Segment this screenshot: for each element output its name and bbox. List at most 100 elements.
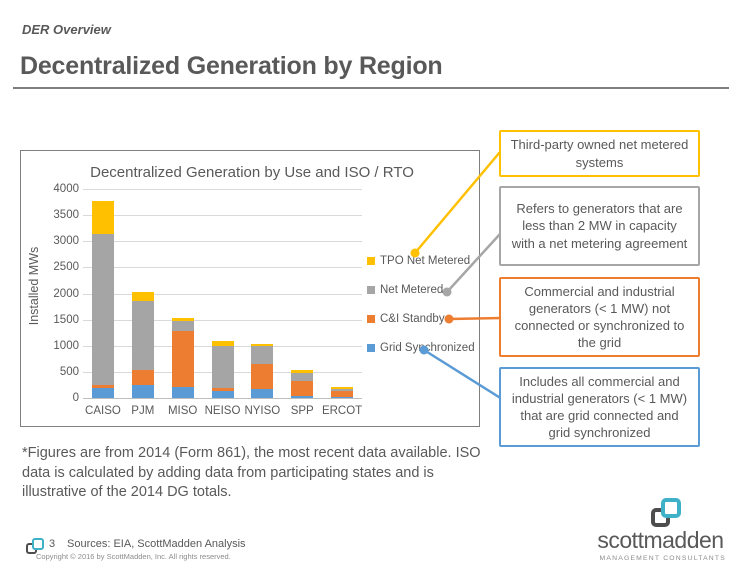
copyright-text: Copyright © 2016 by ScottMadden, Inc. Al… bbox=[36, 552, 231, 561]
y-tick-label: 1500 bbox=[53, 313, 79, 326]
scottmadden-logo: scottmadden MANAGEMENT CONSULTANTS bbox=[593, 498, 728, 562]
segment-tpo-net-metered bbox=[291, 369, 314, 373]
segment-grid-synchronized bbox=[131, 384, 154, 398]
segment-grid-synchronized bbox=[171, 387, 194, 398]
bar-stack-miso bbox=[171, 189, 194, 398]
bar-neiso: NEISO bbox=[203, 189, 243, 417]
brand-subtext: MANAGEMENT CONSULTANTS bbox=[599, 555, 726, 562]
chart-legend: TPO Net Metered Net Metered C&I Standby Gri… bbox=[367, 255, 475, 371]
x-axis-label-nyiso: NYISO bbox=[244, 405, 281, 417]
segment-grid-synchronized bbox=[91, 387, 114, 398]
segment-tpo-net-metered bbox=[171, 317, 194, 321]
segment-grid-synchronized bbox=[291, 395, 314, 398]
gridline-3000 bbox=[83, 241, 362, 243]
bar-miso: MISO bbox=[163, 189, 203, 417]
gridline-2500 bbox=[83, 267, 362, 269]
bar-nyiso: NYISO bbox=[242, 189, 282, 417]
section-kicker: DER Overview bbox=[22, 22, 111, 37]
x-axis-label-miso: MISO bbox=[167, 405, 198, 417]
y-tick-label: 2500 bbox=[53, 261, 79, 274]
bar-spp: SPP bbox=[282, 189, 322, 417]
gridline-2000 bbox=[83, 293, 362, 295]
x-axis-label-pjm: PJM bbox=[131, 405, 155, 417]
brand-name: scottmadden bbox=[597, 527, 724, 553]
segment-grid-synchronized bbox=[251, 388, 274, 398]
y-tick-label: 3000 bbox=[53, 235, 79, 248]
segment-c-i-standby bbox=[291, 380, 314, 396]
callout-tpo-net-metered: Third-party owned net metered systems bbox=[499, 130, 700, 177]
segment-net-metered bbox=[211, 346, 234, 389]
bar-series: CAISO PJM MISO NEISO NYISO SPP ERCOT bbox=[83, 189, 362, 417]
title-divider bbox=[13, 87, 729, 89]
bar-stack-nyiso bbox=[251, 189, 274, 398]
footer-logo-icon bbox=[26, 536, 46, 556]
y-tick-label: 2000 bbox=[53, 287, 79, 300]
gridline-3500 bbox=[83, 215, 362, 217]
sources-text: Sources: EIA, ScottMadden Analysis bbox=[67, 538, 246, 550]
gridline-1500 bbox=[83, 319, 362, 321]
segment-c-i-standby bbox=[91, 384, 114, 388]
bar-stack-ercot bbox=[331, 189, 354, 398]
segment-tpo-net-metered bbox=[91, 200, 114, 234]
legend-swatch-icon bbox=[367, 315, 375, 323]
x-axis-label-neiso: NEISO bbox=[204, 405, 241, 417]
legend-swatch-icon bbox=[367, 344, 375, 352]
brand-logo-icon bbox=[651, 498, 683, 530]
callout-ci-standby: Commercial and industrial generators (< … bbox=[499, 277, 700, 357]
segment-tpo-net-metered bbox=[131, 291, 154, 302]
footnote: *Figures are from 2014 (Form 861), the m… bbox=[22, 445, 481, 501]
page-title: Decentralized Generation by Region bbox=[20, 52, 443, 80]
legend-item-grid-synchronized: Grid Synchronized bbox=[367, 342, 475, 354]
y-tick-label: 4000 bbox=[53, 183, 79, 195]
logo-square-teal-icon bbox=[661, 498, 681, 518]
bar-ercot: ERCOT bbox=[322, 189, 362, 417]
segment-c-i-standby bbox=[131, 369, 154, 385]
segment-c-i-standby bbox=[211, 388, 234, 392]
bar-stack-spp bbox=[291, 189, 314, 398]
x-axis-label-ercot: ERCOT bbox=[321, 405, 363, 417]
plot-area: CAISO PJM MISO NEISO NYISO SPP ERCOT bbox=[83, 189, 362, 417]
x-axis-label-spp: SPP bbox=[290, 405, 314, 417]
gridline-4000 bbox=[83, 189, 362, 190]
legend-item-tpo-net-metered: TPO Net Metered bbox=[367, 255, 475, 267]
segment-net-metered bbox=[331, 388, 354, 392]
x-axis-label-caiso: CAISO bbox=[85, 405, 121, 417]
y-tick-label: 3500 bbox=[53, 209, 79, 222]
segment-tpo-net-metered bbox=[331, 386, 354, 389]
segment-c-i-standby bbox=[251, 364, 274, 389]
callout-grid-synchronized: Includes all commercial and industrial g… bbox=[499, 367, 700, 447]
bar-stack-pjm bbox=[131, 189, 154, 398]
segment-net-metered bbox=[251, 346, 274, 365]
legend-label: C&I Standby bbox=[380, 313, 445, 325]
logo-square-teal-icon bbox=[32, 538, 44, 550]
segment-net-metered bbox=[131, 301, 154, 370]
legend-label: Net Metered bbox=[380, 284, 444, 296]
segment-grid-synchronized bbox=[211, 391, 234, 398]
y-tick-label: 0 bbox=[72, 392, 79, 404]
segment-net-metered bbox=[91, 233, 114, 385]
segment-c-i-standby bbox=[331, 391, 354, 397]
y-tick-label: 1000 bbox=[53, 339, 79, 352]
y-axis-ticks: 0 500 1000 1500 2000 2500 3000 3500 4000 bbox=[39, 183, 79, 404]
bar-stack-caiso bbox=[91, 189, 114, 398]
page-number: 3 bbox=[49, 538, 56, 550]
callout-net-metered: Refers to generators that are less than … bbox=[499, 186, 700, 266]
legend-label: Grid Synchronized bbox=[380, 342, 475, 354]
bar-pjm: PJM bbox=[123, 189, 163, 417]
legend-swatch-icon bbox=[367, 257, 375, 265]
segment-net-metered bbox=[171, 320, 194, 332]
chart-title: Decentralized Generation by Use and ISO … bbox=[90, 164, 414, 181]
segment-tpo-net-metered bbox=[251, 344, 274, 347]
segment-net-metered bbox=[291, 372, 314, 381]
segment-grid-synchronized bbox=[331, 396, 354, 398]
chart: Decentralized Generation by Use and ISO … bbox=[20, 150, 480, 427]
legend-item-net-metered: Net Metered bbox=[367, 284, 475, 296]
legend-item-c-i-standby: C&I Standby bbox=[367, 313, 475, 325]
y-tick-label: 500 bbox=[59, 365, 79, 378]
segment-c-i-standby bbox=[171, 331, 194, 388]
segment-tpo-net-metered bbox=[211, 341, 234, 347]
bar-stack-neiso bbox=[211, 189, 234, 398]
legend-swatch-icon bbox=[367, 286, 375, 294]
legend-label: TPO Net Metered bbox=[380, 255, 471, 267]
